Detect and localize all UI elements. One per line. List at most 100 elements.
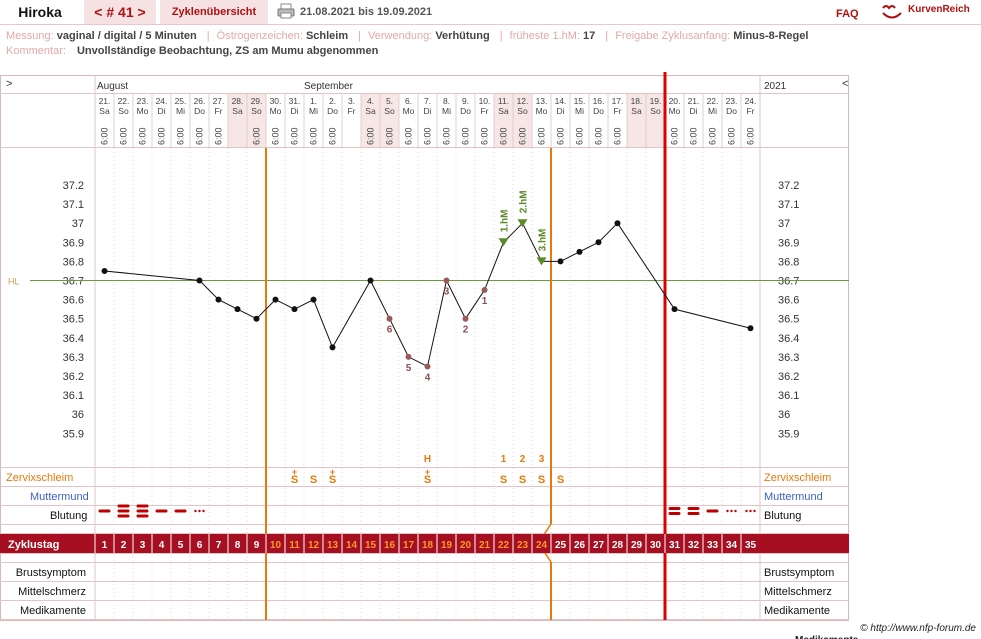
date-label: 27. [213,96,225,106]
measure-time: 6:00 [195,127,205,145]
temperature-point [215,296,222,303]
cycle-day-number: 33 [707,540,719,551]
symptom-row-label-right: Mittelschmerz [764,586,832,598]
date-label: 8. [443,96,450,106]
temperature-point [234,306,241,313]
kurvenreich-logo-icon[interactable] [880,2,904,22]
cycle-day-number: 22 [498,540,510,551]
y-tick-left: 37.1 [63,199,84,211]
nav-next-button[interactable]: < [842,78,848,90]
bleeding-spot [749,509,752,513]
measure-time: 6:00 [708,127,718,145]
printer-icon[interactable] [277,3,295,19]
weekday-label: Mo [403,106,415,116]
cycle-day-number: 29 [631,540,643,551]
top-bar: Hiroka < # 41 > Zyklenübersicht 21.08.20… [0,0,981,25]
date-label: 24. [745,96,757,106]
cycle-day-number: 21 [479,540,491,551]
fhm-label: früheste 1.hM: [509,30,580,42]
cycle-day-number: 5 [178,540,184,551]
messung-value: vaginal / digital / 5 Minuten [56,30,197,42]
date-label: 20. [669,96,681,106]
cycle-overview-tab[interactable]: Zyklenübersicht [160,0,268,24]
bleeding-mark [687,507,700,510]
weekday-label: Di [290,106,298,116]
y-tick-right: 36.8 [778,256,799,268]
measure-time: 6:00 [290,127,300,145]
date-label: 16. [593,96,605,106]
date-label: 18. [631,96,643,106]
weekday-label: Fr [347,106,355,116]
measure-time: 6:00 [119,127,129,145]
mucus-symbol: S [538,474,545,486]
kommentar-label: Kommentar: [6,45,66,57]
date-label: 17. [612,96,624,106]
weekday-label: Do [726,106,737,116]
temperature-point [576,248,583,255]
year-label: 2021 [764,81,787,92]
mucus-peak-label: 2 [520,454,526,465]
low-count-label: 4 [425,372,431,383]
measure-time: 6:00 [537,127,547,145]
high-measurement-label: 2.hM [519,190,530,213]
measure-time: 6:00 [746,127,756,145]
cycle-day-number: 16 [384,540,396,551]
cycle-day-number: 34 [726,540,738,551]
mucus-symbol: S [329,474,336,486]
date-label: 23. [137,96,149,106]
bleeding-mark [668,507,681,510]
weekday-label: So [251,106,262,116]
bleeding-mark [136,504,149,508]
coverline-label: HL [8,277,20,287]
y-tick-right: 36 [778,409,790,421]
high-measurement-marker [517,219,528,228]
weekday-label: Di [556,106,564,116]
low-temperature-point [424,363,431,370]
measure-time: 6:00 [385,127,395,145]
bleeding-mark [706,509,719,513]
weekday-label: Do [327,106,338,116]
y-tick-left: 36.8 [63,256,84,268]
messung-label: Messung: [6,30,54,42]
date-label: 1. [310,96,317,106]
measure-time: 6:00 [518,127,528,145]
measure-time: 6:00 [480,127,490,145]
date-label: 4. [367,96,374,106]
date-label: 15. [574,96,586,106]
date-label: 21. [99,96,111,106]
cycle-day-number: 14 [346,540,358,551]
faq-link[interactable]: FAQ [836,8,859,20]
weekday-label: Sa [365,106,376,116]
weekend-header-shade [513,94,532,147]
y-tick-right: 36.7 [778,276,799,288]
symptom-row-label: Medikamente [20,605,86,617]
comment-info: Kommentar: Unvollständige Beobachtung, Z… [6,45,384,57]
measure-time: 6:00 [461,127,471,145]
bleeding-spot [753,509,756,513]
cycle-selector[interactable]: < # 41 > [84,0,156,24]
y-tick-left: 37.2 [63,180,84,192]
weekend-header-shade [627,94,646,147]
cycle-day-number: 7 [216,540,222,551]
mucus-symbol: S [519,474,526,486]
y-tick-left: 36.2 [63,371,84,383]
cycle-day-number: 4 [159,540,165,551]
weekday-label: Sa [232,106,243,116]
temperature-point [671,306,678,313]
logo-text[interactable]: KurvenReich [908,4,970,15]
y-tick-left: 36.9 [63,237,84,249]
weekday-label: Di [157,106,165,116]
temperature-point [310,296,317,303]
bleeding-mark [687,512,700,515]
y-tick-right: 36.6 [778,295,799,307]
nav-prev-button[interactable]: > [6,78,12,90]
temperature-point [101,267,108,274]
date-label: 21. [688,96,700,106]
date-label: 3. [348,96,355,106]
temperature-point [557,258,564,265]
bleeding-mark [174,509,187,513]
cycle-day-number: 24 [536,540,548,551]
bleeding-spot [194,509,197,513]
measure-time: 6:00 [404,127,414,145]
